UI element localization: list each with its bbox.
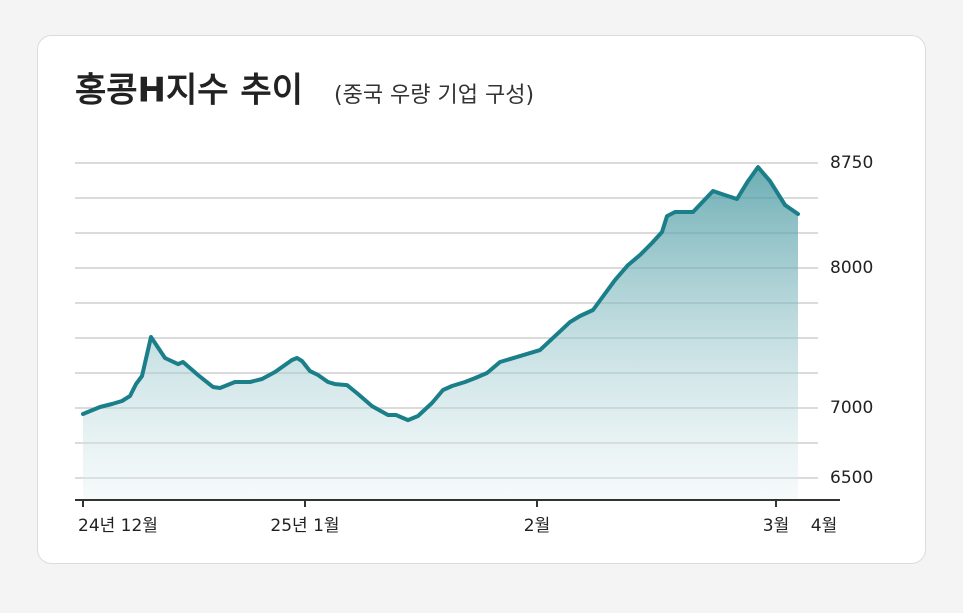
y-tick-label: 8750 (830, 153, 873, 173)
y-tick-label: 8000 (830, 258, 873, 278)
x-tick-label: 3월 (763, 516, 789, 536)
y-tick-label: 7000 (830, 398, 873, 418)
x-tick-label: 25년 1월 (270, 516, 339, 536)
x-tick-label: 4월 (811, 516, 837, 536)
area (83, 167, 798, 500)
x-tick-label: 24년 12월 (78, 516, 158, 536)
line (81, 165, 800, 423)
x-tick-label: 2월 (524, 516, 550, 536)
chart-title: 홍콩H지수 추이 (75, 71, 303, 111)
chart-subtitle: (중국 우량 기업 구성) (334, 83, 534, 108)
y-tick-label: 6500 (830, 468, 873, 488)
